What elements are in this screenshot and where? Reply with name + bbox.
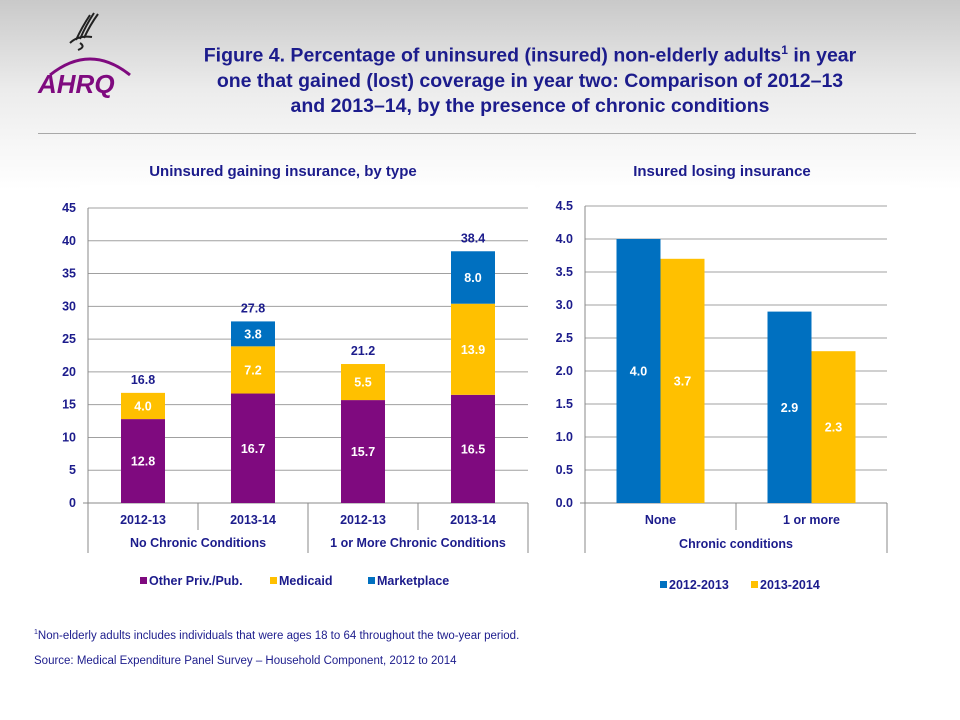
bar-medicaid-segment — [451, 303, 495, 395]
bar-total-label: 21.2 — [351, 344, 375, 358]
bar-data-label: 4.0 — [134, 399, 151, 413]
y-tick-label: 4.0 — [556, 232, 573, 246]
bar-data-label: 7.2 — [244, 363, 261, 377]
bar-data-label: 8.0 — [464, 271, 481, 285]
bar-medicaid-segment — [121, 392, 165, 420]
y-tick-label: 5 — [69, 463, 76, 477]
bar-other-priv-pub--segment — [121, 419, 165, 503]
legend-swatch — [751, 581, 758, 588]
x-tick-label: 1 or more — [783, 513, 840, 527]
x-group-label: No Chronic Conditions — [130, 536, 266, 550]
bar-2012-2013 — [616, 239, 661, 503]
x-tick-label: 2013-14 — [230, 513, 276, 527]
y-tick-label: 1.5 — [556, 397, 573, 411]
y-tick-label: 4.5 — [556, 199, 573, 213]
bar-data-label: 4.0 — [630, 365, 647, 379]
legend-swatch — [140, 577, 147, 584]
footnote: 1Non-elderly adults includes individuals… — [34, 629, 520, 642]
legend-swatch — [270, 577, 277, 584]
y-tick-label: 15 — [62, 398, 76, 412]
bar-data-label: 2.3 — [825, 421, 842, 435]
x-tick-label: 2013-14 — [450, 513, 496, 527]
hhs-eagle-icon — [69, 12, 99, 51]
bar-total-label: 27.8 — [241, 301, 265, 315]
bar-2012-2013 — [767, 311, 812, 503]
x-group-label: 1 or More Chronic Conditions — [330, 536, 506, 550]
y-tick-label: 25 — [62, 332, 76, 346]
bar-other-priv-pub--segment — [451, 394, 495, 503]
bar-marketplace-segment — [231, 321, 275, 347]
bar-data-label: 5.5 — [354, 376, 371, 390]
legend-label: 2013-2014 — [760, 578, 820, 592]
page-title: Figure 4. Percentage of uninsured (insur… — [203, 43, 857, 117]
bar-data-label: 2.9 — [781, 401, 798, 415]
x-tick-label: None — [645, 513, 676, 527]
bar-data-label: 3.8 — [244, 327, 261, 341]
y-tick-label: 3.0 — [556, 298, 573, 312]
bar-2013-2014 — [811, 351, 856, 503]
legend-label: Medicaid — [279, 574, 333, 588]
y-tick-label: 30 — [62, 299, 76, 313]
source-note: Source: Medical Expenditure Panel Survey… — [34, 655, 457, 667]
bar-data-label: 13.9 — [461, 343, 485, 357]
x-axis-title: Chronic conditions — [679, 537, 793, 551]
y-tick-label: 0.5 — [556, 463, 573, 477]
bar-data-label: 15.7 — [351, 445, 375, 459]
y-tick-label: 2.0 — [556, 364, 573, 378]
legend-label: 2012-2013 — [669, 578, 729, 592]
y-tick-label: 0.0 — [556, 496, 573, 510]
y-tick-label: 1.0 — [556, 430, 573, 444]
y-tick-label: 45 — [62, 201, 76, 215]
title-divider — [38, 133, 916, 134]
y-tick-label: 10 — [62, 430, 76, 444]
legend-swatch — [368, 577, 375, 584]
x-tick-label: 2012-13 — [340, 513, 386, 527]
left-chart-title: Uninsured gaining insurance, by type — [149, 163, 417, 180]
y-tick-label: 2.5 — [556, 331, 573, 345]
y-tick-label: 3.5 — [556, 265, 573, 279]
bar-data-label: 16.7 — [241, 442, 265, 456]
legend-label: Other Priv./Pub. — [149, 574, 243, 588]
ahrq-logo: AHRQ — [30, 5, 150, 100]
bar-marketplace-segment — [451, 251, 495, 304]
bar-total-label: 16.8 — [131, 373, 155, 387]
right-chart-title: Insured losing insurance — [633, 163, 811, 180]
bar-2013-2014 — [660, 258, 705, 503]
bar-data-label: 12.8 — [131, 455, 155, 469]
bar-total-label: 38.4 — [461, 231, 485, 245]
legend-label: Marketplace — [377, 574, 449, 588]
bar-medicaid-segment — [231, 346, 275, 394]
bar-data-label: 3.7 — [674, 374, 691, 388]
bar-medicaid-segment — [341, 364, 385, 401]
y-tick-label: 20 — [62, 365, 76, 379]
y-tick-label: 35 — [62, 267, 76, 281]
ahrq-logo-text: AHRQ — [37, 69, 115, 99]
y-tick-label: 40 — [62, 234, 76, 248]
bar-other-priv-pub--segment — [231, 393, 275, 503]
bar-data-label: 16.5 — [461, 442, 485, 456]
y-tick-label: 0 — [69, 496, 76, 510]
legend-swatch — [660, 581, 667, 588]
bar-other-priv-pub--segment — [341, 400, 385, 503]
x-tick-label: 2012-13 — [120, 513, 166, 527]
